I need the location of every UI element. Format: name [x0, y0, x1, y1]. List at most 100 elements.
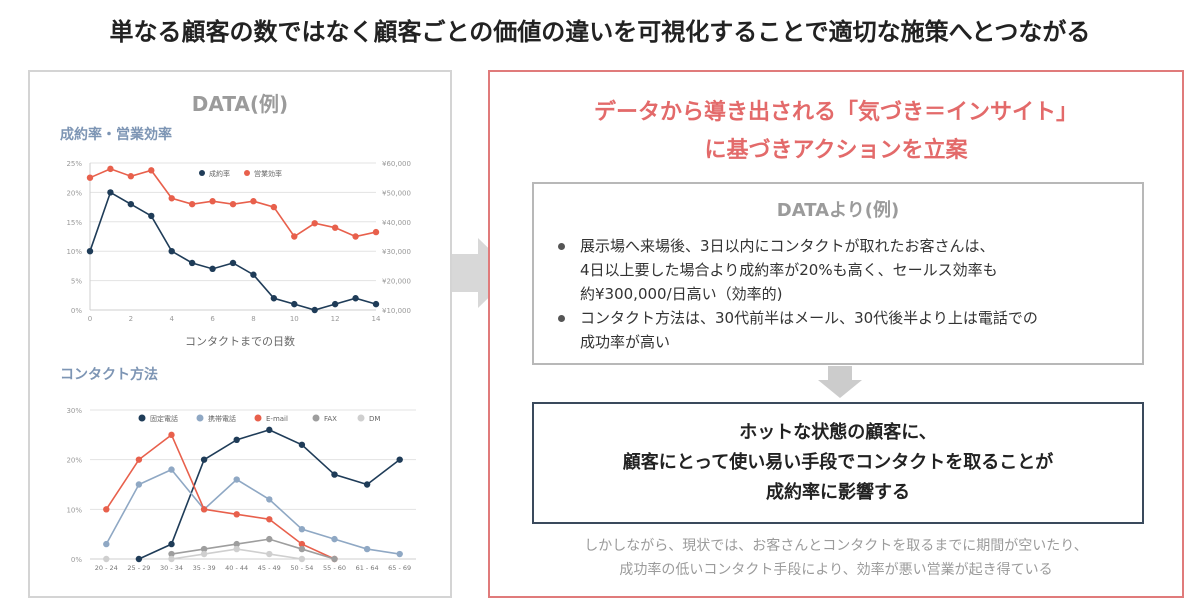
- page-headline: 単なる顧客の数ではなく顧客ごとの価値の違いを可視化することで適切な施策へとつなが…: [109, 18, 1091, 46]
- data-point: [298, 441, 306, 448]
- y2-tick-label: ¥60,000: [382, 160, 411, 168]
- data-point: [372, 228, 380, 236]
- action-box: ホットな状態の顧客に、 顧客にとって使い易い手段でコンタクトを取ることが 成約率…: [532, 402, 1144, 524]
- data-example-panel: DATA(例) 成約率・営業効率 0% 5% 10% 15% 20% 25% ¥10,000…: [28, 70, 452, 598]
- data-point: [311, 306, 318, 314]
- data-point: [86, 248, 94, 255]
- data-point: [233, 511, 240, 518]
- data-point: [233, 540, 240, 548]
- legend-label: DM: [369, 415, 380, 423]
- bullet-icon: [558, 243, 565, 250]
- x-tick-label: 30 - 34: [160, 564, 183, 572]
- action-line: ホットな状態の顧客に、: [739, 422, 937, 443]
- data-point: [188, 259, 196, 267]
- finding-text: コンタクト方法は、30代前半はメール、30代後半より上は電話での: [580, 309, 1038, 327]
- data-point: [298, 545, 306, 553]
- insight-panel: データから導き出される「気づき＝インサイト」 に基づきアクションを立案 DATA…: [488, 70, 1184, 598]
- data-findings-title: DATAより(例): [776, 200, 900, 221]
- data-point: [363, 545, 371, 553]
- conversion-efficiency-heading: 成約率・営業効率: [60, 127, 172, 143]
- legend-swatch: [312, 414, 320, 422]
- legend-label: FAX: [324, 415, 337, 423]
- series-line: [105, 468, 400, 555]
- right-arrow-icon: [452, 238, 514, 308]
- data-point: [148, 167, 155, 174]
- y2-tick-label: ¥50,000: [382, 189, 411, 197]
- data-point: [103, 506, 110, 513]
- insight-title: データから導き出される「気づき＝インサイト」 に基づきアクションを立案: [490, 94, 1182, 170]
- legend-swatch: [244, 170, 250, 176]
- data-point: [135, 481, 143, 488]
- x-tick-label: 10: [290, 315, 299, 323]
- y-tick-label: 0%: [71, 307, 82, 315]
- data-point: [331, 300, 339, 308]
- y-tick-label: 10%: [66, 506, 82, 514]
- legend-swatch: [199, 170, 205, 176]
- data-point: [103, 540, 110, 548]
- data-point: [298, 526, 306, 533]
- data-point: [270, 203, 278, 211]
- action-line: 顧客にとって使い易い手段でコンタクトを取ることが: [622, 452, 1054, 473]
- data-point: [250, 271, 257, 278]
- data-point: [233, 545, 240, 553]
- data-point: [209, 198, 216, 205]
- x-tick-label: 14: [372, 315, 381, 323]
- data-findings-box: DATAより(例) 展示場へ来場後、3日以内にコンタクトが取れたお客さんは、 4…: [532, 182, 1144, 365]
- y2-tick-label: ¥20,000: [382, 278, 411, 286]
- data-point: [331, 471, 338, 478]
- data-point: [331, 224, 339, 231]
- x-tick-label: 6: [210, 315, 215, 323]
- data-point: [266, 496, 273, 503]
- data-point: [298, 540, 306, 548]
- footnote-line: しかしながら、現状では、お客さんとコンタクトを取るまでに期間が空いたり、: [584, 538, 1088, 554]
- legend-label: 営業効率: [254, 169, 282, 178]
- legend-swatch: [254, 414, 262, 422]
- finding-text: 成功率が高い: [580, 333, 671, 351]
- data-point: [331, 535, 338, 543]
- data-point: [266, 516, 273, 523]
- x-tick-label: 35 - 39: [193, 564, 216, 572]
- data-point: [266, 426, 273, 434]
- data-point: [233, 436, 240, 443]
- legend-label: 携帯電話: [208, 414, 236, 423]
- data-point: [168, 466, 175, 473]
- data-point: [396, 456, 403, 463]
- data-point: [233, 476, 240, 483]
- x-tick-label: 12: [331, 315, 340, 323]
- data-point: [291, 300, 298, 308]
- data-point: [352, 233, 359, 240]
- data-point: [135, 555, 143, 563]
- y2-tick-label: ¥30,000: [382, 248, 411, 256]
- y2-tick-label: ¥40,000: [382, 219, 411, 227]
- insight-title-line2: に基づきアクションを立案: [704, 138, 968, 163]
- data-point: [200, 550, 208, 558]
- y-tick-label: 20%: [66, 189, 82, 197]
- bullet-icon: [558, 315, 565, 322]
- action-text: ホットな状態の顧客に、 顧客にとって使い易い手段でコンタクトを取ることが 成約率…: [534, 418, 1142, 508]
- x-tick-label: 61 - 64: [356, 564, 379, 572]
- data-point: [372, 300, 380, 308]
- data-point: [200, 456, 208, 463]
- y-tick-label: 15%: [66, 219, 82, 227]
- data-point: [396, 550, 403, 558]
- x-tick-label: 20 - 24: [95, 564, 118, 572]
- data-point: [188, 200, 196, 208]
- data-panel-title: DATA(例): [191, 92, 289, 116]
- footnote: しかしながら、現状では、お客さんとコンタクトを取るまでに期間が空いたり、 成功率…: [490, 534, 1182, 582]
- data-point: [266, 550, 273, 558]
- x-tick-label: 65 - 69: [388, 564, 411, 572]
- findings-list: 展示場へ来場後、3日以内にコンタクトが取れたお客さんは、 4日以上要した場合より…: [556, 234, 1131, 354]
- x-tick-label: 40 - 44: [225, 564, 248, 572]
- legend-swatch: [196, 414, 204, 422]
- y-tick-label: 20%: [66, 457, 82, 465]
- data-point: [266, 535, 273, 543]
- y-tick-label: 10%: [66, 248, 82, 256]
- data-point: [209, 265, 216, 273]
- y-tick-label: 30%: [66, 407, 82, 415]
- data-point: [270, 295, 278, 302]
- footnote-line: 成功率の低いコンタクト手段により、効率が悪い営業が起き得ている: [619, 562, 1053, 578]
- finding-text: 展示場へ来場後、3日以内にコンタクトが取れたお客さんは、: [580, 237, 995, 255]
- data-point: [135, 456, 143, 463]
- finding-text: 約¥300,000/日高い（効率的): [580, 285, 783, 303]
- x-tick-label: 55 - 60: [323, 564, 346, 572]
